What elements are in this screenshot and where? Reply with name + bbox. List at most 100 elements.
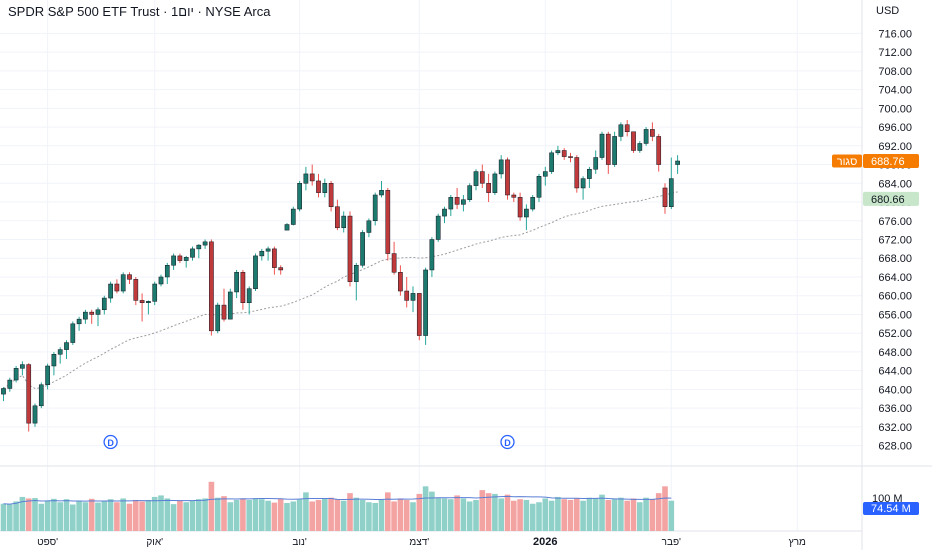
candle[interactable] <box>196 244 202 259</box>
candle[interactable] <box>309 164 315 186</box>
candle[interactable] <box>215 302 221 334</box>
candle[interactable] <box>498 155 504 179</box>
candle[interactable] <box>631 131 636 153</box>
candle[interactable] <box>492 171 498 195</box>
candle[interactable] <box>524 204 529 231</box>
candle[interactable] <box>190 246 195 261</box>
candle[interactable] <box>662 183 668 214</box>
candle[interactable] <box>13 365 19 383</box>
candle[interactable] <box>70 321 76 345</box>
candle[interactable] <box>202 239 208 249</box>
candle[interactable] <box>152 281 158 306</box>
candle[interactable] <box>171 253 176 270</box>
candle[interactable] <box>120 272 126 294</box>
candle[interactable] <box>429 237 435 277</box>
candle[interactable] <box>360 230 365 268</box>
candle[interactable] <box>580 176 586 200</box>
candle[interactable] <box>64 340 69 359</box>
candle[interactable] <box>385 187 391 261</box>
candle[interactable] <box>32 403 38 427</box>
candle[interactable] <box>473 169 479 191</box>
candle[interactable] <box>316 173 321 198</box>
candle[interactable] <box>177 253 183 263</box>
candle[interactable] <box>454 187 460 210</box>
candle[interactable] <box>83 309 88 324</box>
candle[interactable] <box>650 122 655 142</box>
candle[interactable] <box>410 286 416 313</box>
candle[interactable] <box>587 166 592 188</box>
candle[interactable] <box>26 363 32 432</box>
candle[interactable] <box>536 173 542 203</box>
candle[interactable] <box>290 206 296 226</box>
candle[interactable] <box>38 382 44 409</box>
candle[interactable] <box>637 141 643 153</box>
candle[interactable] <box>398 265 403 296</box>
candle[interactable] <box>511 192 517 203</box>
candle[interactable] <box>240 269 246 310</box>
candle[interactable] <box>127 272 132 285</box>
candle[interactable] <box>379 180 384 198</box>
candle[interactable] <box>435 213 441 242</box>
candle[interactable] <box>656 134 662 172</box>
candle[interactable] <box>461 194 466 212</box>
candle[interactable] <box>183 255 189 268</box>
candle[interactable] <box>164 262 170 285</box>
candle[interactable] <box>467 183 473 203</box>
candle[interactable] <box>423 267 428 345</box>
dividend-marker[interactable] <box>500 434 515 450</box>
candle[interactable] <box>95 307 101 327</box>
candle[interactable] <box>366 218 372 238</box>
candle[interactable] <box>51 351 57 376</box>
candle[interactable] <box>1 387 6 402</box>
candle[interactable] <box>139 293 145 322</box>
candle[interactable] <box>284 223 290 231</box>
candle[interactable] <box>20 361 25 376</box>
candle[interactable] <box>234 269 239 299</box>
candle[interactable] <box>272 246 277 275</box>
candle[interactable] <box>89 309 95 324</box>
candle[interactable] <box>7 377 13 392</box>
candle[interactable] <box>259 248 265 261</box>
candle[interactable] <box>624 120 630 137</box>
candle[interactable] <box>618 122 624 142</box>
candle[interactable] <box>593 150 599 174</box>
candle[interactable] <box>549 150 554 174</box>
candle[interactable] <box>265 246 271 261</box>
dividend-marker[interactable] <box>103 434 118 450</box>
candle[interactable] <box>209 239 214 336</box>
candle[interactable] <box>335 199 340 231</box>
candle[interactable] <box>322 178 328 198</box>
candle[interactable] <box>57 347 63 364</box>
candle[interactable] <box>391 241 397 275</box>
candle[interactable] <box>479 164 485 188</box>
candle[interactable] <box>643 127 649 146</box>
candle[interactable] <box>517 192 523 221</box>
candle[interactable] <box>108 281 113 303</box>
candle[interactable] <box>246 286 252 315</box>
candle[interactable] <box>599 131 605 160</box>
candle[interactable] <box>133 276 139 306</box>
candle[interactable] <box>146 300 151 315</box>
candle[interactable] <box>341 211 347 233</box>
candle[interactable] <box>574 155 580 193</box>
candle[interactable] <box>278 265 284 275</box>
candle[interactable] <box>372 192 378 226</box>
candle[interactable] <box>416 293 422 341</box>
candle[interactable] <box>347 211 353 287</box>
candle[interactable] <box>442 206 447 224</box>
candle[interactable] <box>404 276 410 308</box>
candle[interactable] <box>114 279 120 294</box>
candle[interactable] <box>297 180 302 212</box>
candle[interactable] <box>555 145 561 156</box>
candle[interactable] <box>227 288 233 320</box>
candle[interactable] <box>675 155 680 174</box>
candle[interactable] <box>328 180 334 212</box>
candle[interactable] <box>303 166 309 191</box>
candle[interactable] <box>561 148 567 160</box>
candle[interactable] <box>76 316 82 331</box>
candle[interactable] <box>353 262 359 301</box>
candle[interactable] <box>253 253 258 292</box>
candle[interactable] <box>486 173 491 203</box>
candle[interactable] <box>448 194 454 217</box>
